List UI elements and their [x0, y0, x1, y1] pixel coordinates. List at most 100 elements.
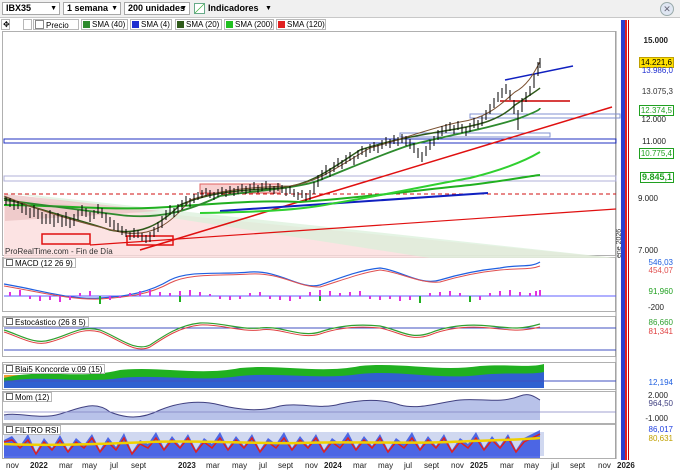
legend-item-price[interactable]: Precio: [33, 19, 79, 30]
x-tick-label: mar: [59, 461, 73, 470]
x-tick-label: may: [82, 461, 98, 470]
stoch-k-value: 86,660: [648, 318, 673, 327]
macd-signal-line: [3, 265, 541, 300]
legend-swatch: [132, 21, 139, 28]
x-tick-label: jul: [110, 461, 119, 470]
indicators-button[interactable]: Indicadores: [208, 3, 259, 13]
x-tick-label: sept: [131, 461, 147, 470]
price-tick: 7.000: [637, 246, 658, 255]
trend-line-blue: [219, 192, 489, 212]
legend-swatch: [226, 21, 233, 28]
units-selector[interactable]: 200 unidades ▼: [124, 2, 190, 15]
symbol-selector[interactable]: IBX35 ▼: [2, 2, 60, 15]
grid-icon: [6, 318, 13, 325]
x-tick-label: sept: [278, 461, 294, 470]
data-source-credit: ProRealTime.com - Fin de Día: [5, 247, 113, 256]
sma200-line: [3, 174, 541, 210]
macd-value: 546,03: [648, 258, 673, 267]
legend-item-sma20[interactable]: SMA (20): [175, 19, 222, 30]
stoch-d-value: 81,341: [648, 327, 673, 336]
x-tick-label: may: [378, 461, 394, 470]
macd-label[interactable]: MACD (12 26 9): [3, 258, 76, 268]
x-tick-label: jul: [259, 461, 268, 470]
legend-label: SMA (4): [141, 20, 170, 29]
x-tick-label: sept: [424, 461, 440, 470]
mom-tick: 2.000: [647, 391, 668, 400]
mom-tick: -1.000: [645, 414, 668, 423]
price-tag-sma200: 9.845,1: [639, 172, 674, 183]
x-tick-label: nov: [598, 461, 611, 470]
legend-bar: ✥ Precio SMA (40) SMA (4) SMA (20) SMA (…: [0, 18, 620, 31]
macd-hist-value: 91,960: [648, 287, 673, 296]
price-tag-sma120: 10.775,4: [638, 148, 674, 159]
period-selector[interactable]: 1 semana ▼: [63, 2, 121, 15]
grid-icon: [6, 259, 13, 266]
x-tick-label: nov: [6, 461, 19, 470]
x-tick-label: may: [232, 461, 248, 470]
grid-icon: [6, 393, 13, 400]
grid-icon: [6, 426, 13, 433]
macd-histogram-green: [99, 296, 471, 304]
x-tick-label: 2022: [30, 461, 48, 470]
legend-label: SMA (120): [287, 20, 325, 29]
stoch-k-line: [3, 322, 541, 348]
x-tick-label: jul: [404, 461, 413, 470]
macd-signal-value: 454,07: [648, 266, 673, 275]
macd-histogram: [9, 290, 541, 302]
indicators-icon[interactable]: [194, 3, 205, 14]
sma40-line: [3, 107, 541, 218]
legend-item-sma40[interactable]: SMA (40): [81, 19, 128, 30]
x-tick-label: mar: [206, 461, 220, 470]
mom-value: 964,50: [648, 399, 673, 408]
x-tick-label: 2026: [617, 461, 635, 470]
price-tick: 9.000: [637, 194, 658, 203]
trend-line-red-2: [89, 208, 617, 246]
x-tick-label: mar: [353, 461, 367, 470]
price-tag-last: 14.221,6: [638, 57, 674, 68]
rsi-label[interactable]: FILTRO RSI: [3, 425, 62, 435]
price-bars: [5, 58, 541, 243]
marker-blue: [621, 20, 625, 460]
blai5-value: 12,194: [648, 378, 673, 387]
square-icon[interactable]: [23, 19, 32, 30]
toolbar: IBX35 ▼ 1 semana ▼ 200 unidades ▼ Indica…: [0, 0, 680, 18]
rsi-label-text: FILTRO RSI: [15, 426, 59, 435]
legend-item-sma200[interactable]: SMA (200): [224, 19, 274, 30]
legend-item-sma4[interactable]: SMA (4): [130, 19, 172, 30]
x-tick-label: mar: [500, 461, 514, 470]
price-tick: 12.000: [641, 115, 666, 124]
price-tag-sma40: 12.374,5: [638, 105, 674, 116]
x-tick-label: sept: [570, 461, 586, 470]
x-tick-label: 2024: [324, 461, 342, 470]
vertical-date-label: ene 2026: [616, 228, 623, 258]
blai5-label[interactable]: Blai5 Koncorde v.09 (15): [3, 364, 106, 374]
macd-label-text: MACD (12 26 9): [15, 259, 73, 268]
legend-label: SMA (20): [186, 20, 220, 29]
legend-item-sma120[interactable]: SMA (120): [276, 19, 326, 30]
move-icon[interactable]: ✥: [1, 19, 10, 30]
chevron-down-icon: ▼: [111, 5, 118, 12]
legend-label: Precio: [46, 21, 69, 30]
close-icon[interactable]: ✕: [660, 2, 674, 16]
legend-label: SMA (40): [92, 20, 126, 29]
x-tick-label: jul: [551, 461, 560, 470]
legend-swatch: [83, 21, 90, 28]
units-label: 200 unidades: [128, 3, 186, 13]
chevron-down-icon[interactable]: ▼: [265, 5, 272, 12]
blai5-label-text: Blai5 Koncorde v.09 (15): [15, 365, 103, 374]
x-tick-label: nov: [451, 461, 464, 470]
sma120-green-line: [199, 151, 541, 214]
mom-label[interactable]: Mom (12): [3, 392, 53, 402]
price-tag-sma4: 13.986,0: [641, 66, 673, 75]
chevron-down-icon: ▼: [180, 5, 187, 12]
level-boxes: [3, 113, 621, 194]
mom-line: [3, 394, 541, 418]
x-tick-label: may: [524, 461, 540, 470]
legend-swatch: [278, 21, 285, 28]
stoch-label[interactable]: Estocástico (26 8 5): [3, 317, 89, 327]
x-tick-label: 2025: [470, 461, 488, 470]
price-tag-sma20: 13.075,3: [641, 87, 673, 96]
grid-icon: [6, 365, 13, 372]
x-tick-label: 2023: [178, 461, 196, 470]
